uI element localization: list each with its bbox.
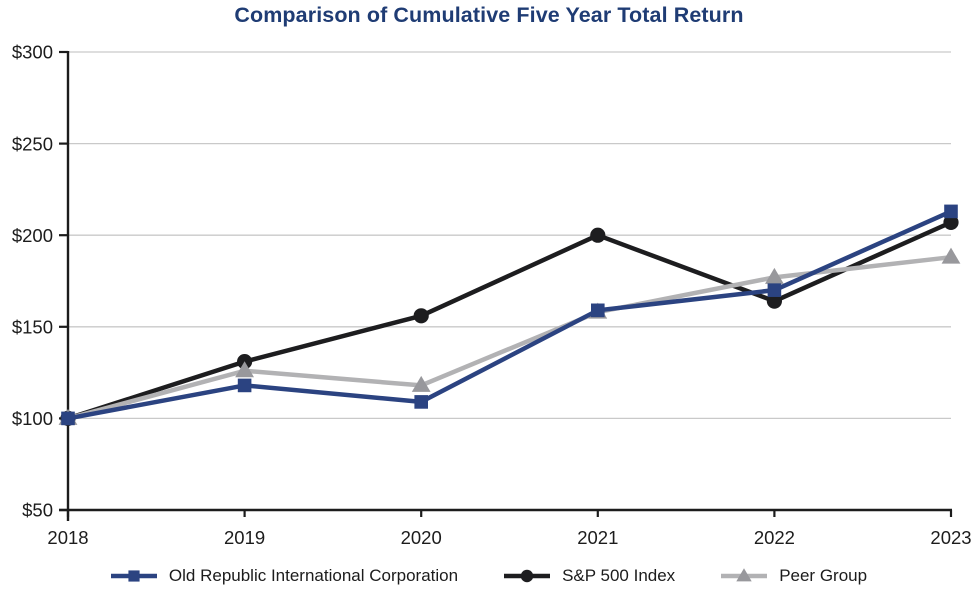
triangle-marker: [941, 247, 961, 264]
legend-square-swatch: [110, 570, 157, 582]
y-tick-label-100: $100: [12, 408, 53, 429]
y-tick-label-200: $200: [12, 225, 53, 246]
series-old-republic-international-corporation: [61, 204, 958, 426]
chart-plot-area: $50 $100 $150 $200 $250 $300 2018 2019 2020 2021 2…: [12, 42, 972, 548]
x-tick-label-2022: 2022: [754, 527, 795, 548]
triangle-marker: [736, 568, 752, 582]
circle-marker: [766, 293, 783, 309]
series-line-sp-500-index: [67, 220, 952, 421]
legend-item-sp-500-index: S&P 500 Index: [504, 566, 675, 586]
chart-title: Comparison of Cumulative Five Year Total…: [234, 3, 744, 27]
chart-legend: Old Republic International Corporation S&…: [0, 566, 978, 586]
series-line-old-republic-international-corporation: [67, 209, 952, 421]
triangle-marker: [235, 361, 254, 378]
square-marker: [591, 303, 605, 318]
legend-item-peer-group: Peer Group: [721, 566, 867, 586]
x-tick-label-2021: 2021: [577, 527, 618, 548]
x-tick-label-2023: 2023: [930, 527, 971, 548]
legend-circle-swatch: [504, 569, 551, 583]
y-tick-label-250: $250: [12, 133, 53, 154]
x-tick-label-2018: 2018: [47, 527, 88, 548]
series-line-peer-group: [67, 254, 952, 421]
triangle-marker: [765, 267, 784, 284]
y-tick-label-300: $300: [12, 42, 53, 63]
legend-label-old-republic-international-corporation: Old Republic International Corporation: [168, 566, 459, 585]
circle-marker: [943, 214, 959, 230]
legend-label-sp-500-index: S&P 500 Index: [562, 566, 676, 585]
circle-marker: [590, 227, 606, 243]
legend-triangle-swatch: [721, 568, 768, 582]
triangle-marker: [411, 375, 431, 392]
x-tick-label-2020: 2020: [401, 527, 442, 548]
square-marker: [61, 411, 75, 426]
legend-label-peer-group: Peer Group: [779, 566, 868, 585]
y-tick-label-50: $50: [22, 500, 53, 521]
square-marker: [767, 283, 782, 297]
y-tick-label-150: $150: [12, 316, 53, 337]
square-marker: [128, 570, 140, 582]
circle-marker: [413, 308, 429, 324]
x-tick-label-2019: 2019: [224, 527, 265, 548]
legend-item-old-republic-international-corporation: Old Republic International Corporation: [110, 566, 459, 586]
square-marker: [944, 204, 958, 219]
square-marker: [414, 395, 428, 409]
square-marker: [237, 378, 252, 393]
circle-marker: [520, 569, 534, 583]
